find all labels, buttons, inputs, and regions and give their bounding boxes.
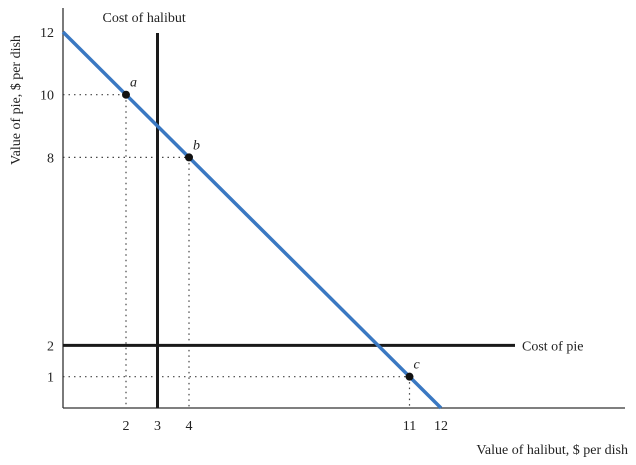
x-tick-label: 3: [154, 419, 161, 434]
y-tick-label: 12: [40, 26, 54, 41]
point-label-c: c: [414, 358, 421, 373]
y-tick-label: 1: [47, 371, 54, 386]
cost-of-halibut-label: Cost of halibut: [103, 11, 186, 26]
point-label-a: a: [130, 76, 137, 91]
x-tick-label: 12: [434, 419, 448, 434]
cost-of-pie-label: Cost of pie: [522, 339, 583, 354]
points-layer: a b c: [122, 76, 421, 381]
x-tick-label: 11: [403, 419, 416, 434]
reference-lines: Cost of halibut Cost of pie: [63, 11, 583, 408]
point-label-b: b: [193, 138, 200, 153]
guide-layer: [63, 94, 411, 408]
y-tick-label: 10: [40, 89, 54, 104]
y-tick-label: 2: [47, 339, 54, 354]
budget-line: [61, 30, 443, 410]
x-tick-label: 4: [186, 419, 193, 434]
point-a: [122, 90, 130, 99]
y-tick-label: 8: [47, 151, 54, 166]
x-axis-label: Value of halibut, $ per dish: [476, 443, 628, 458]
x-tick-label: 2: [123, 419, 130, 434]
point-c: [405, 372, 414, 381]
series-layer: [61, 30, 443, 410]
point-b: [185, 153, 193, 162]
y-axis-label: Value of pie, $ per dish: [9, 35, 24, 165]
